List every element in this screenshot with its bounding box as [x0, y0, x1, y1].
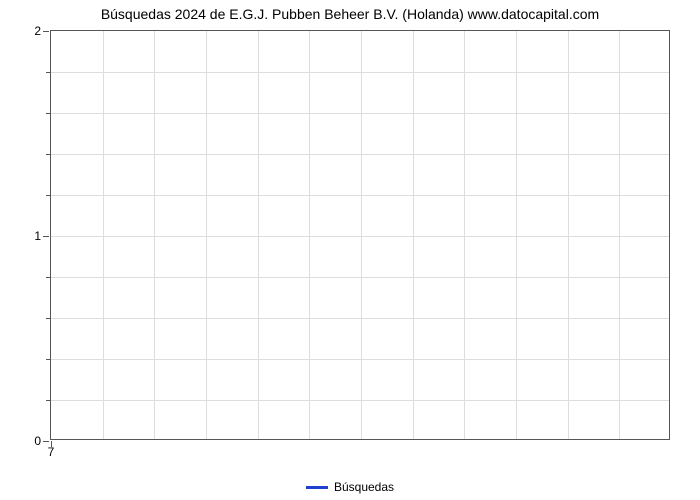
gridline-vertical [619, 31, 620, 439]
gridline-horizontal [51, 318, 669, 319]
legend-swatch [306, 486, 328, 489]
gridline-vertical [206, 31, 207, 439]
y-tick-minor [46, 154, 50, 155]
y-tick [43, 441, 49, 442]
gridline-horizontal [51, 400, 669, 401]
gridline-vertical [464, 31, 465, 439]
y-tick-minor [46, 113, 50, 114]
gridline-vertical [413, 31, 414, 439]
y-tick-minor [46, 72, 50, 73]
gridline-horizontal [51, 277, 669, 278]
gridline-vertical [154, 31, 155, 439]
gridline-horizontal [51, 154, 669, 155]
gridline-vertical [103, 31, 104, 439]
y-tick [43, 236, 49, 237]
x-tick-label: 7 [48, 445, 55, 459]
y-tick-label: 2 [23, 24, 41, 38]
gridline-vertical [516, 31, 517, 439]
legend-label: Búsquedas [334, 480, 394, 494]
gridline-horizontal [51, 359, 669, 360]
legend: Búsquedas [0, 479, 700, 494]
y-tick-label: 0 [23, 434, 41, 448]
y-tick-minor [46, 318, 50, 319]
y-tick [43, 31, 49, 32]
gridline-vertical [258, 31, 259, 439]
y-tick-minor [46, 277, 50, 278]
gridline-vertical [361, 31, 362, 439]
y-tick-minor [46, 400, 50, 401]
gridline-vertical [568, 31, 569, 439]
gridline-horizontal [51, 113, 669, 114]
plot-area: 0127 [50, 30, 670, 440]
y-tick-minor [46, 359, 50, 360]
y-tick-minor [46, 195, 50, 196]
gridline-horizontal [51, 72, 669, 73]
gridline-horizontal [51, 195, 669, 196]
gridline-horizontal [51, 236, 669, 237]
chart-title: Búsquedas 2024 de E.G.J. Pubben Beheer B… [0, 6, 700, 22]
gridline-vertical [309, 31, 310, 439]
y-tick-label: 1 [23, 229, 41, 243]
